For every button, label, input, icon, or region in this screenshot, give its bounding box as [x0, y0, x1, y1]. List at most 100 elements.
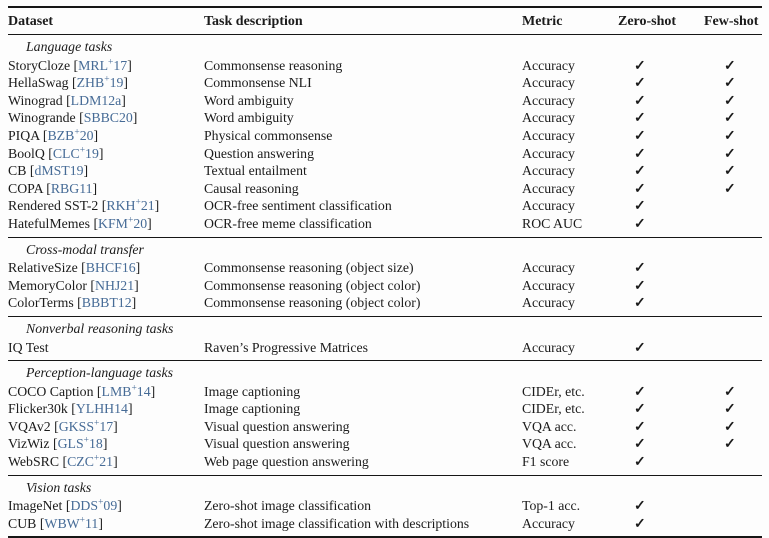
zero-shot-cell: ✓ [618, 109, 704, 127]
check-icon: ✓ [724, 75, 736, 91]
check-icon: ✓ [634, 57, 646, 73]
citation-link[interactable]: NHJ21 [95, 277, 135, 293]
few-shot-cell [704, 294, 762, 316]
task-description-cell: Textual entailment [204, 163, 307, 179]
zero-shot-cell: ✓ [618, 339, 704, 361]
metric-cell: CIDEr, etc. [522, 383, 585, 399]
zero-shot-cell: ✓ [618, 259, 704, 277]
citation-link[interactable]: LDM12a [70, 92, 122, 108]
dataset-name: WebSRC [8, 454, 60, 470]
section-label: Perception-language tasks [8, 360, 762, 383]
check-icon: ✓ [724, 127, 736, 143]
few-shot-cell [704, 277, 762, 295]
few-shot-cell: ✓ [704, 57, 762, 75]
check-icon: ✓ [634, 498, 646, 514]
metric-cell: Accuracy [522, 180, 575, 196]
few-shot-cell [704, 453, 762, 475]
citation-superscript: + [83, 435, 90, 446]
task-description-cell: OCR-free sentiment classification [204, 198, 392, 214]
dataset-cell: CUB [WBW+11] [8, 515, 103, 531]
citation-link[interactable]: LMB+14 [101, 383, 151, 399]
task-description-cell: Zero-shot image classification [204, 498, 372, 514]
dataset-cell: HellaSwag [ZHB+19] [8, 74, 128, 91]
dataset-cell: Rendered SST-2 [RKH+21] [8, 197, 160, 214]
check-icon: ✓ [724, 57, 736, 73]
check-icon: ✓ [724, 383, 736, 399]
datasets-table-wrap: Dataset Task description Metric Zero-sho… [8, 6, 762, 538]
dataset-name: BoolQ [8, 145, 45, 161]
citation-link[interactable]: MRL+17 [78, 57, 128, 73]
dataset-name: Winogrande [8, 110, 76, 126]
table-row: IQ Test Raven’s Progressive Matrices Accur… [8, 339, 762, 361]
metric-cell: Accuracy [522, 163, 575, 179]
citation-link[interactable]: WBW+11 [44, 515, 99, 531]
column-header-dataset: Dataset [8, 7, 204, 35]
zero-shot-cell: ✓ [618, 453, 704, 475]
table-row: HatefulMemes [KFM+20] OCR-free meme class… [8, 215, 762, 237]
check-icon: ✓ [724, 145, 736, 161]
check-icon: ✓ [634, 454, 646, 470]
zero-shot-cell: ✓ [618, 418, 704, 436]
task-description-cell: Commonsense reasoning (object size) [204, 260, 414, 276]
citation-link[interactable]: dMST19 [34, 163, 84, 179]
table-body: Language tasks StoryCloze [MRL+17] Commons… [8, 35, 762, 538]
section-header-row: Nonverbal reasoning tasks [8, 315, 762, 339]
section-label: Language tasks [26, 39, 113, 54]
check-icon: ✓ [724, 92, 736, 108]
dataset-name: Flicker30k [8, 401, 68, 417]
citation-link[interactable]: GKSS+17 [58, 418, 114, 434]
table-row: COCO Caption [LMB+14] Image captioning CID… [8, 383, 762, 401]
header-row: Dataset Task description Metric Zero-sho… [8, 7, 762, 35]
few-shot-cell: ✓ [704, 127, 762, 145]
few-shot-cell [704, 497, 762, 515]
check-icon: ✓ [724, 418, 736, 434]
citation-link[interactable]: RBG11 [50, 180, 93, 196]
citation-link[interactable]: CLC+19 [52, 144, 99, 161]
dataset-name: StoryCloze [8, 57, 71, 73]
table-row: Winogrande [SBBC20] Word ambiguity Accurac… [8, 109, 762, 127]
citation-superscript: + [131, 383, 137, 394]
dataset-cell: StoryCloze [MRL+17] [8, 57, 132, 73]
dataset-cell: RelativeSize [BHCF16] [8, 260, 141, 276]
citation-link[interactable]: BBBT12 [81, 295, 132, 311]
citation-link[interactable]: KFM+20 [98, 215, 148, 231]
few-shot-cell: ✓ [704, 74, 762, 92]
zero-shot-cell: ✓ [618, 197, 704, 215]
citation-link[interactable]: CZC+21 [67, 453, 114, 470]
few-shot-cell [704, 259, 762, 277]
citation-link[interactable]: DDS+09 [70, 497, 118, 514]
zero-shot-cell: ✓ [618, 294, 704, 316]
column-header-zero-shot: Zero-shot [618, 7, 704, 35]
column-header-metric: Metric [522, 7, 618, 35]
zero-shot-cell: ✓ [618, 74, 704, 92]
check-icon: ✓ [634, 163, 646, 179]
zero-shot-cell: ✓ [618, 145, 704, 163]
citation-link[interactable]: GLS+18 [57, 435, 103, 452]
few-shot-cell: ✓ [704, 109, 762, 127]
table-row: Flicker30k [YLHH14] Image captioning CIDEr… [8, 400, 762, 418]
citation-link[interactable]: ZHB+19 [76, 74, 124, 91]
zero-shot-cell: ✓ [618, 497, 704, 515]
citation-superscript: + [93, 453, 100, 464]
table-row: VQAv2 [GKSS+17] Visual question answering… [8, 418, 762, 436]
check-icon: ✓ [724, 401, 736, 417]
citation-link[interactable]: SBBC20 [83, 110, 133, 126]
zero-shot-cell: ✓ [618, 57, 704, 75]
citation-link[interactable]: BZB+20 [47, 127, 94, 143]
task-description-cell: Web page question answering [204, 454, 369, 470]
section-header-row: Vision tasks [8, 474, 762, 498]
citation-link[interactable]: BHCF16 [85, 260, 136, 276]
citation-superscript: + [104, 74, 110, 85]
citation-link[interactable]: RKH+21 [106, 197, 155, 214]
metric-cell: Accuracy [522, 145, 575, 161]
few-shot-cell: ✓ [704, 180, 762, 198]
metric-cell: Accuracy [522, 198, 575, 214]
citation-link[interactable]: YLHH14 [75, 401, 128, 417]
dataset-name: PIQA [8, 127, 40, 143]
metric-cell: Accuracy [522, 260, 575, 276]
table-row: COPA [RBG11] Causal reasoning Accuracy ✓ ✓ [8, 180, 762, 198]
dataset-name: COPA [8, 180, 43, 196]
metric-cell: F1 score [522, 454, 570, 470]
zero-shot-cell: ✓ [618, 92, 704, 110]
dataset-name: CUB [8, 515, 37, 531]
